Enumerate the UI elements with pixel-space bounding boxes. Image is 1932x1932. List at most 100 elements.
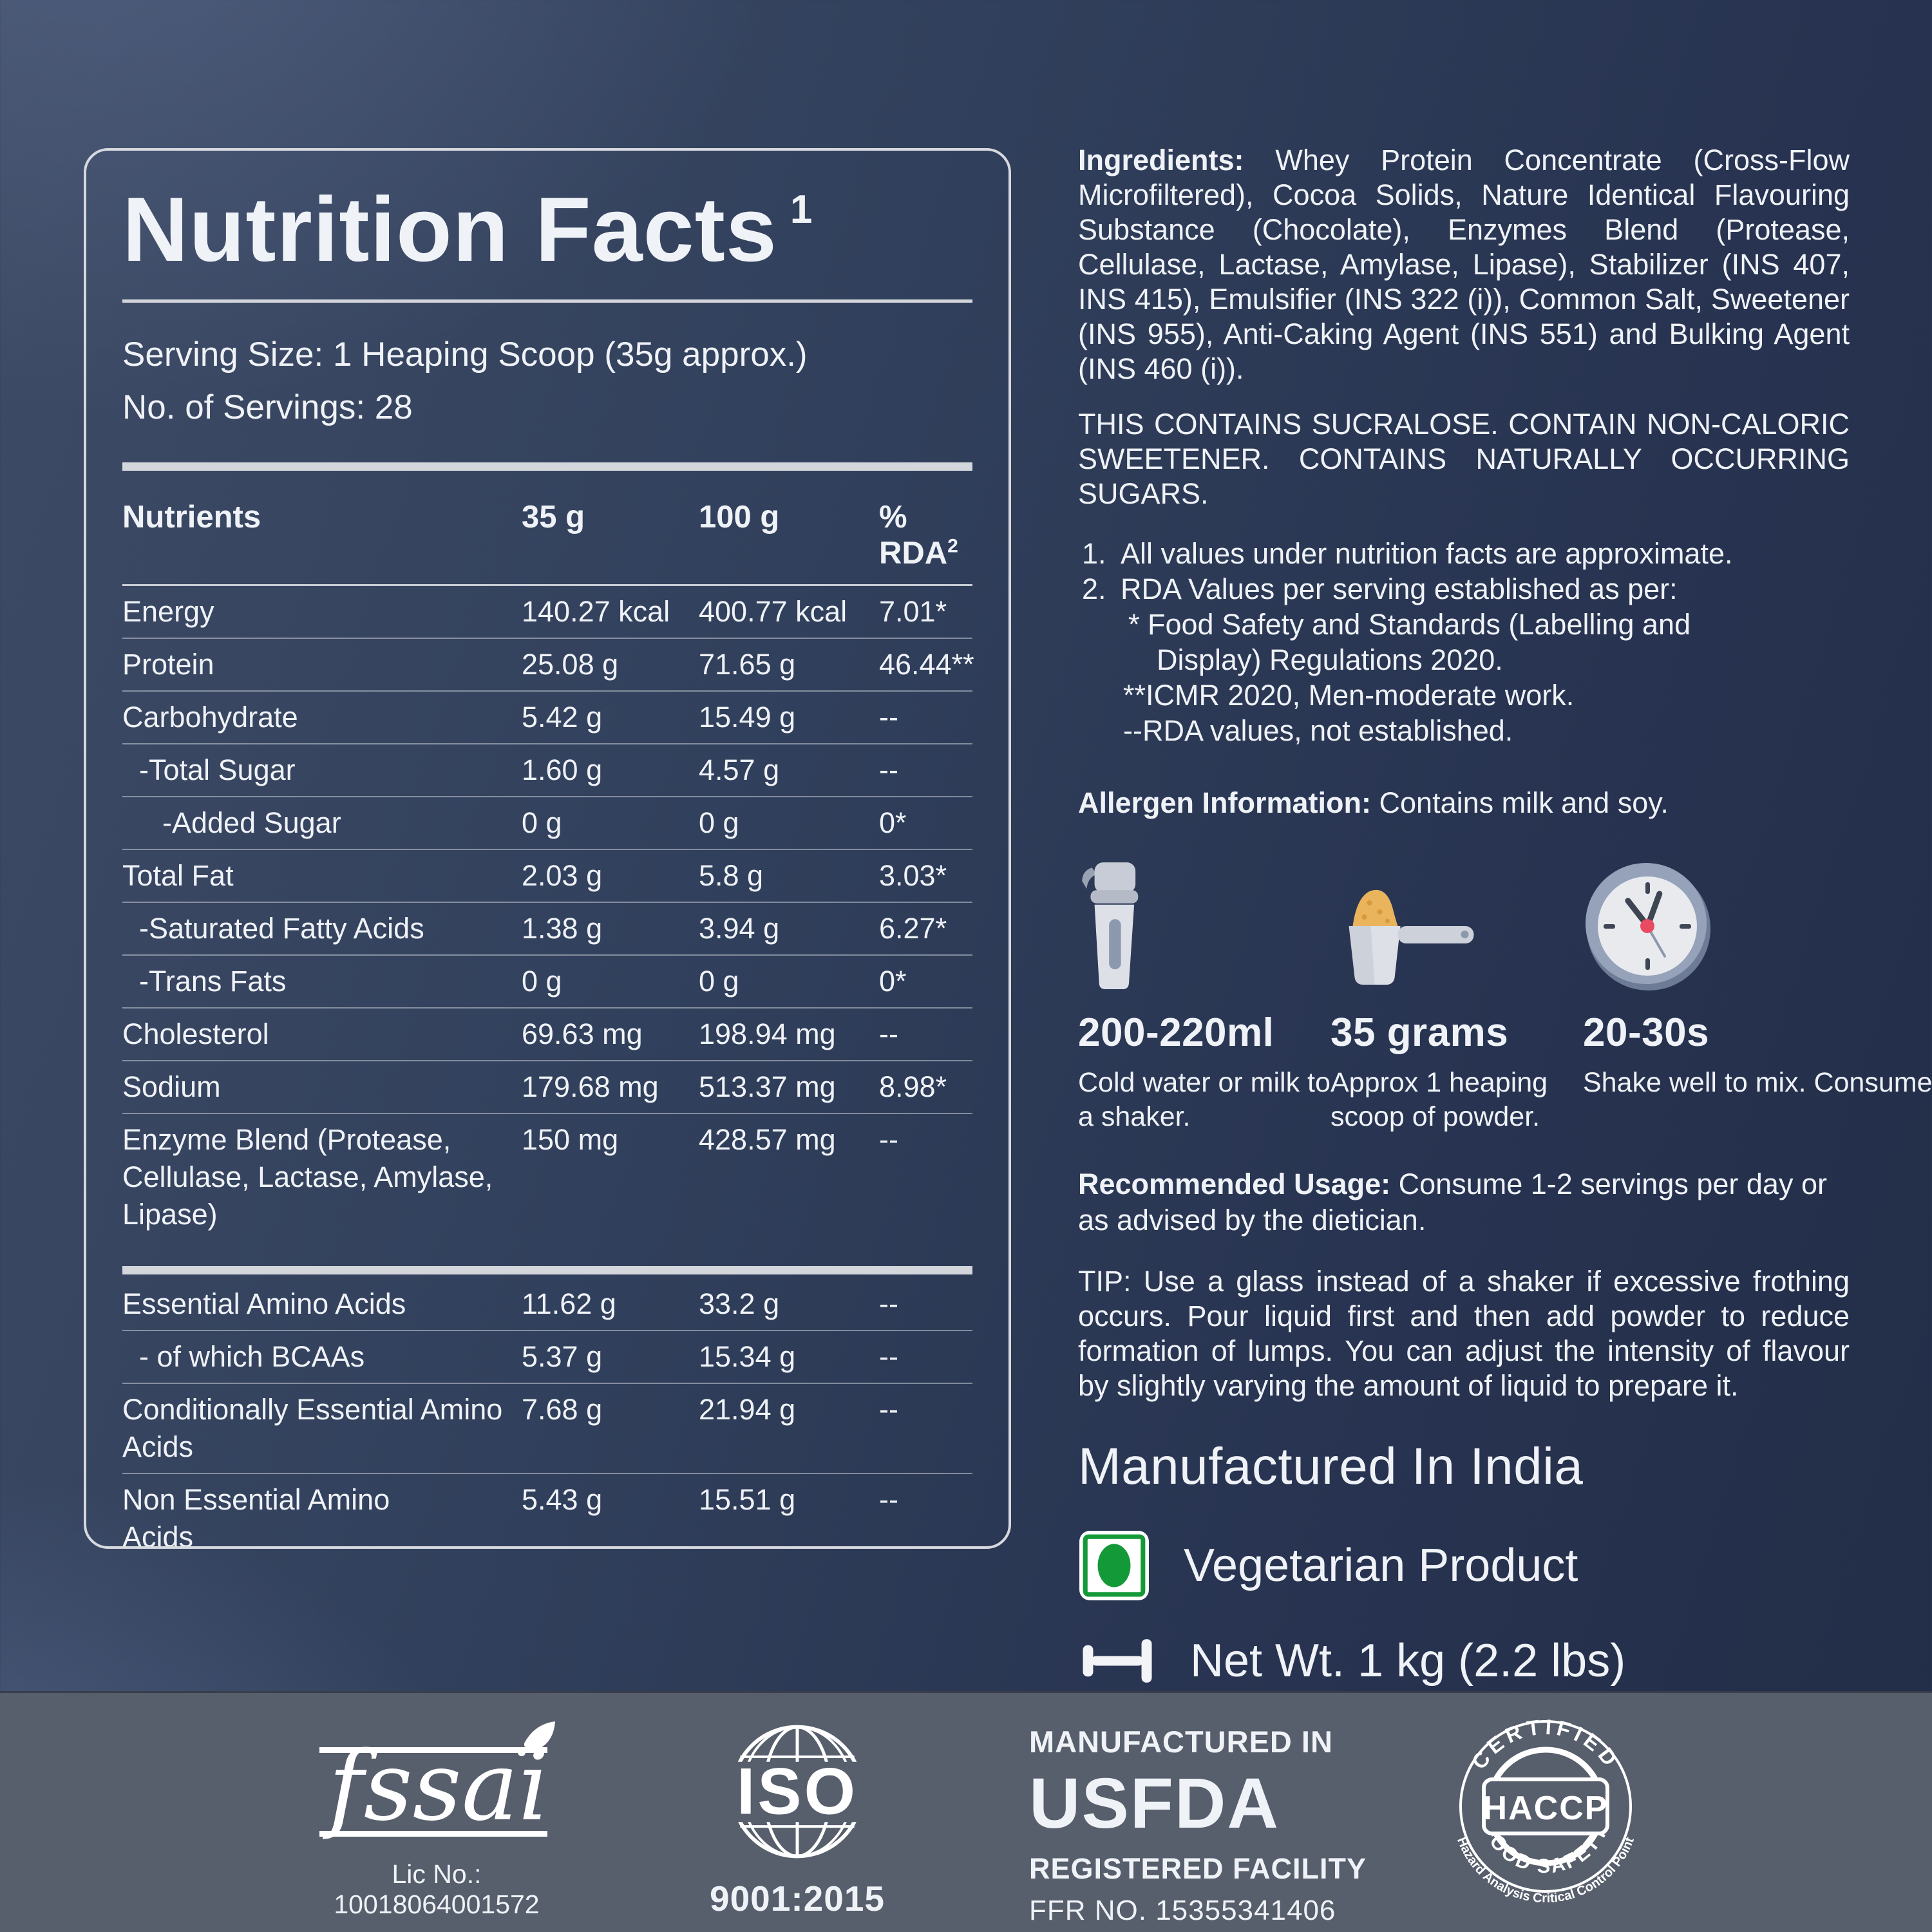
fssai-logo: fssai xyxy=(319,1721,555,1842)
recommended-usage-text: Consume 1-2 servings per day or as advis… xyxy=(1078,1168,1827,1236)
step-time-desc: Shake well to mix. Consume immediately. xyxy=(1583,1067,1932,1098)
iso-globe-icon: ISO xyxy=(715,1725,880,1859)
header-rda: % RDA2 xyxy=(879,499,972,571)
header-nutrients: Nutrients xyxy=(122,500,261,535)
card-title-row: Nutrition Facts 1 xyxy=(122,182,972,278)
haccp-seal-icon: CERTIFIED FOOD SAFETY HACCP Hazard Analy… xyxy=(1454,1714,1637,1906)
recommended-usage: Recommended Usage: Consume 1-2 servings … xyxy=(1078,1166,1850,1238)
right-column: Ingredients: Whey Protein Concentrate (C… xyxy=(1078,143,1932,1693)
table-row: Sodium 179.68 mg 513.37 mg 8.98* xyxy=(122,1061,972,1115)
nutrition-facts-card: Nutrition Facts 1 Serving Size: 1 Heapin… xyxy=(84,148,1011,1549)
row-name: Energy xyxy=(122,595,214,629)
usfda-name: USFDA xyxy=(1029,1764,1280,1843)
haccp-certification: CERTIFIED FOOD SAFETY HACCP Hazard Analy… xyxy=(1444,1705,1647,1927)
fssai-certification: fssai Lic No.: 10018064001572 xyxy=(289,1721,585,1920)
table-row: Carbohydrate 5.42 g 15.49 g -- xyxy=(122,692,972,745)
row-100g: 0 g xyxy=(699,965,739,998)
row-35g: 150 mg xyxy=(522,1123,619,1157)
row-name: -Total Sugar xyxy=(139,753,296,787)
vegetarian-row: Vegetarian Product xyxy=(1078,1530,1850,1602)
row-35g: 25.08 g xyxy=(522,648,619,681)
recommended-usage-label: Recommended Usage: xyxy=(1078,1168,1391,1200)
table-row: Conditionally Essential Amino Acids 7.68… xyxy=(122,1384,972,1475)
row-rda: -- xyxy=(879,1393,898,1426)
tip-paragraph: TIP: Use a glass instead of a shaker if … xyxy=(1078,1265,1850,1402)
step-water-desc: Cold water or milk to a shaker. xyxy=(1078,1067,1331,1132)
table-row: -Saturated Fatty Acids 1.38 g 3.94 g 6.2… xyxy=(122,903,972,956)
usfda-line-manufactured-in: MANUFACTURED IN xyxy=(1029,1725,1333,1759)
row-100g: 3.94 g xyxy=(699,912,780,945)
row-name: Enzyme Blend (Protease, Cellulase, Lacta… xyxy=(122,1123,493,1231)
nutrients-table: Nutrients 35 g 100 g % RDA2 Energy 140.2… xyxy=(122,488,974,1549)
usfda-certification: MANUFACTURED IN USFDA REGISTERED FACILIT… xyxy=(1029,1724,1367,1927)
row-35g: 0 g xyxy=(522,806,562,840)
row-35g: 179.68 mg xyxy=(522,1070,659,1104)
haccp-certified-text: CERTIFIED xyxy=(1466,1714,1620,1773)
usage-step-water: 200-220ml Cold water or milk to a shaker… xyxy=(1078,850,1331,1134)
table-row: -Trans Fats 0 g 0 g 0* xyxy=(122,956,972,1009)
title-divider xyxy=(122,299,972,303)
ingredients-text: Whey Protein Concentrate (Cross-Flow Mic… xyxy=(1078,144,1850,385)
row-35g: 69.63 mg xyxy=(522,1018,643,1051)
table-row: -Total Sugar 1.60 g 4.57 g -- xyxy=(122,744,972,798)
row-name: Non Essential Amino Acids xyxy=(122,1483,390,1549)
step-scoop-title: 35 grams xyxy=(1331,1010,1509,1055)
row-35g: 5.42 g xyxy=(522,701,603,734)
table-row: Non Essential Amino Acids 5.43 g 15.51 g… xyxy=(122,1474,972,1549)
row-rda: -- xyxy=(879,1340,898,1374)
row-35g: 7.68 g xyxy=(522,1393,603,1426)
amino-acids-section: Essential Amino Acids 11.62 g 33.2 g -- … xyxy=(122,1278,972,1549)
table-row: Essential Amino Acids 11.62 g 33.2 g -- xyxy=(122,1278,972,1332)
row-100g: 33.2 g xyxy=(699,1287,780,1321)
table-row: - of which BCAAs 5.37 g 15.34 g -- xyxy=(122,1331,972,1385)
usage-step-scoop: 35 grams Approx 1 heaping scoop of powde… xyxy=(1331,850,1583,1134)
divider-bar xyxy=(122,462,972,471)
table-row: Cholesterol 69.63 mg 198.94 mg -- xyxy=(122,1009,972,1062)
header-rda-label: % RDA xyxy=(879,500,948,571)
table-row: Energy 140.27 kcal 400.77 kcal 7.01* xyxy=(122,586,972,639)
row-name: - of which BCAAs xyxy=(139,1340,365,1374)
ingredients-paragraph: Ingredients: Whey Protein Concentrate (C… xyxy=(1078,143,1850,386)
table-row: Total Fat 2.03 g 5.8 g 3.03* xyxy=(122,850,972,904)
haccp-name-text: HACCP xyxy=(1483,1790,1609,1827)
row-100g: 0 g xyxy=(699,806,739,840)
row-rda: -- xyxy=(879,1123,898,1157)
row-100g: 4.57 g xyxy=(699,753,780,787)
row-name: Protein xyxy=(122,648,214,681)
step-time-title: 20-30s xyxy=(1583,1010,1710,1055)
row-rda: 0* xyxy=(879,965,907,998)
row-rda: -- xyxy=(879,1287,898,1321)
header-35g: 35 g xyxy=(522,500,585,535)
row-35g: 1.60 g xyxy=(522,753,603,787)
usfda-line-registered-facility: REGISTERED FACILITY xyxy=(1029,1852,1367,1885)
manufactured-in-india: Manufactured In India xyxy=(1078,1437,1584,1495)
scoop-icon xyxy=(1331,850,1583,990)
row-100g: 71.65 g xyxy=(699,648,796,681)
row-rda: 0* xyxy=(879,806,907,840)
table-row: Enzyme Blend (Protease, Cellulase, Lacta… xyxy=(122,1114,972,1240)
row-35g: 1.38 g xyxy=(522,912,603,945)
row-rda: -- xyxy=(879,753,898,787)
usage-steps: 200-220ml Cold water or milk to a shaker… xyxy=(1078,850,1932,1134)
row-name: Sodium xyxy=(122,1070,221,1104)
row-name: Cholesterol xyxy=(122,1018,269,1051)
card-title-superscript: 1 xyxy=(790,187,813,232)
step-water-title: 200-220ml xyxy=(1078,1010,1274,1055)
veg-mark-icon xyxy=(1078,1530,1150,1602)
certifications-footer: fssai Lic No.: 10018064001572 ISO 9001:2… xyxy=(0,1691,1932,1932)
footnote-sub-1: * Food Safety and Standards (Labelling a… xyxy=(1128,608,1691,641)
net-weight-row: Net Wt. 1 kg (2.2 lbs) xyxy=(1078,1629,1850,1693)
iso-logo-text: ISO xyxy=(737,1754,858,1828)
row-name: -Added Sugar xyxy=(162,806,341,840)
row-35g: 11.62 g xyxy=(522,1287,616,1321)
shaker-icon xyxy=(1078,850,1331,990)
sucralose-note: THIS CONTAINS SUCRALOSE. CONTAIN NON-CAL… xyxy=(1078,408,1850,510)
row-100g: 400.77 kcal xyxy=(699,595,848,629)
vegetarian-label: Vegetarian Product xyxy=(1184,1540,1578,1591)
serving-size-text: Serving Size: 1 Heaping Scoop (35g appro… xyxy=(122,336,808,374)
dumbbell-icon xyxy=(1078,1629,1157,1693)
footnote-2-number: 2. xyxy=(1082,573,1106,605)
usage-step-time: 20-30s Shake well to mix. Consume immedi… xyxy=(1583,850,1932,1134)
row-35g: 140.27 kcal xyxy=(522,595,670,629)
